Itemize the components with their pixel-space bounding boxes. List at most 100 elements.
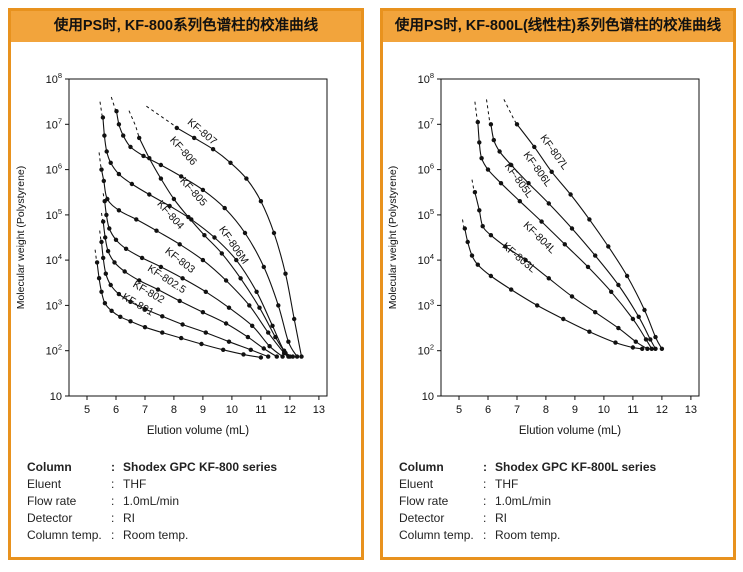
y-tick-label: 10 <box>422 391 434 403</box>
curve-label-KF-804L: KF-804L <box>521 219 558 256</box>
exclusion-dashed-segment <box>110 96 117 112</box>
condition-row: Flow rate:1.0mL/min <box>27 493 361 510</box>
data-point <box>177 242 182 247</box>
condition-value: Shodex GPC KF-800 series <box>123 460 278 474</box>
condition-separator: : <box>483 528 487 542</box>
data-point <box>475 262 480 267</box>
data-point <box>134 217 139 222</box>
data-point <box>292 316 297 322</box>
data-point <box>121 133 126 138</box>
x-tick-label: 7 <box>514 404 520 416</box>
data-point <box>99 239 104 245</box>
data-point <box>219 251 224 256</box>
condition-row: Detector: RI <box>399 510 733 527</box>
condition-label: Detector <box>27 511 73 525</box>
data-point <box>226 339 232 344</box>
exclusion-dashed-segment <box>474 101 479 123</box>
curve-label-KF-805: KF-805 <box>177 175 209 209</box>
condition-separator: : <box>483 460 487 474</box>
data-point <box>142 306 148 312</box>
data-point <box>158 264 164 270</box>
panel-kf800-series: 使用PS时, KF-800系列色谱柱的校准曲线 5 6 7 8 9 10 11 12 13 10 1… <box>8 8 364 560</box>
data-point <box>104 149 109 154</box>
curve-KF-806L: KF-806L <box>486 99 658 351</box>
data-point <box>645 346 650 351</box>
data-point <box>160 330 165 335</box>
data-point <box>613 340 618 345</box>
data-point <box>587 217 592 222</box>
condition-value: Shodex GPC KF-800L series <box>495 460 657 474</box>
data-point <box>479 156 484 161</box>
data-point <box>200 187 206 193</box>
data-point <box>276 303 281 308</box>
data-point <box>653 334 658 340</box>
data-point <box>147 192 152 197</box>
panel-header-kf800l: 使用PS时, KF-800L(线性柱)系列色谱柱的校准曲线 <box>383 11 733 42</box>
data-point <box>477 140 482 145</box>
data-point <box>223 321 229 326</box>
data-point <box>177 298 182 304</box>
condition-label: Column <box>399 460 444 474</box>
data-point <box>105 248 111 254</box>
data-point <box>200 310 206 315</box>
data-point <box>210 147 216 152</box>
exclusion-dashed-segment <box>128 110 140 139</box>
condition-value: RI <box>495 511 507 525</box>
data-point <box>247 303 252 308</box>
condition-value: 1.0mL/min <box>123 494 180 508</box>
curve-KF-803: KF-803 <box>102 193 285 359</box>
data-point <box>497 149 502 154</box>
data-point <box>606 244 611 249</box>
calibration-line <box>516 123 663 350</box>
x-tick-label: 11 <box>627 404 638 416</box>
data-point <box>223 278 229 283</box>
data-point <box>105 196 110 202</box>
condition-label: Column temp. <box>399 528 474 542</box>
data-point <box>142 325 148 330</box>
condition-label: Flow rate <box>27 494 77 508</box>
data-point <box>244 176 249 181</box>
data-point <box>299 354 304 359</box>
data-point <box>122 269 127 274</box>
y-tick-label: 103 <box>46 297 62 312</box>
data-point <box>616 325 621 331</box>
data-point <box>261 264 266 270</box>
data-point <box>532 144 537 150</box>
calibration-chart-kf800: 5 6 7 8 9 10 11 12 13 10 102 103 104 105 106 107 108 Elut… <box>15 71 328 437</box>
data-point <box>509 162 514 168</box>
panel-title-kf800: 使用PS时, KF-800系列色谱柱的校准曲线 <box>53 18 319 34</box>
data-point <box>116 122 122 127</box>
y-tick-label: 104 <box>418 252 434 267</box>
data-point <box>202 233 207 238</box>
data-point <box>283 271 288 276</box>
calibration-line <box>138 137 291 358</box>
data-point <box>539 219 544 224</box>
data-point <box>643 337 649 342</box>
condition-row: Column: Shodex GPC KF-800L series <box>399 459 733 476</box>
data-point <box>517 199 522 204</box>
data-point <box>108 282 113 288</box>
y-tick-label: 102 <box>46 343 62 358</box>
data-point <box>503 244 508 249</box>
axes: 5 6 7 8 9 10 11 12 13 10 102 103 104 105 106 107 108 Elut… <box>15 71 328 437</box>
condition-value: Room temp. <box>495 528 561 542</box>
data-point <box>286 339 291 344</box>
data-point <box>174 125 179 131</box>
data-point <box>465 239 470 245</box>
data-point <box>649 346 654 351</box>
panel-header-kf800: 使用PS时, KF-800系列色谱柱的校准曲线 <box>11 11 361 42</box>
curve-label-KF-803: KF-803 <box>163 245 198 276</box>
data-point <box>112 260 117 265</box>
data-point <box>104 212 109 218</box>
data-point <box>248 347 253 352</box>
data-point <box>585 264 591 270</box>
data-point <box>154 228 159 233</box>
data-point <box>514 122 520 127</box>
data-point <box>266 354 271 359</box>
data-point <box>593 310 598 315</box>
y-tick-label: 105 <box>46 207 62 222</box>
data-point <box>179 174 184 179</box>
data-point <box>287 354 293 359</box>
x-tick-label: 6 <box>485 404 491 416</box>
panel-kf800l-series: 使用PS时, KF-800L(线性柱)系列色谱柱的校准曲线 5 6 7 8 9 10 11 1… <box>380 8 736 560</box>
